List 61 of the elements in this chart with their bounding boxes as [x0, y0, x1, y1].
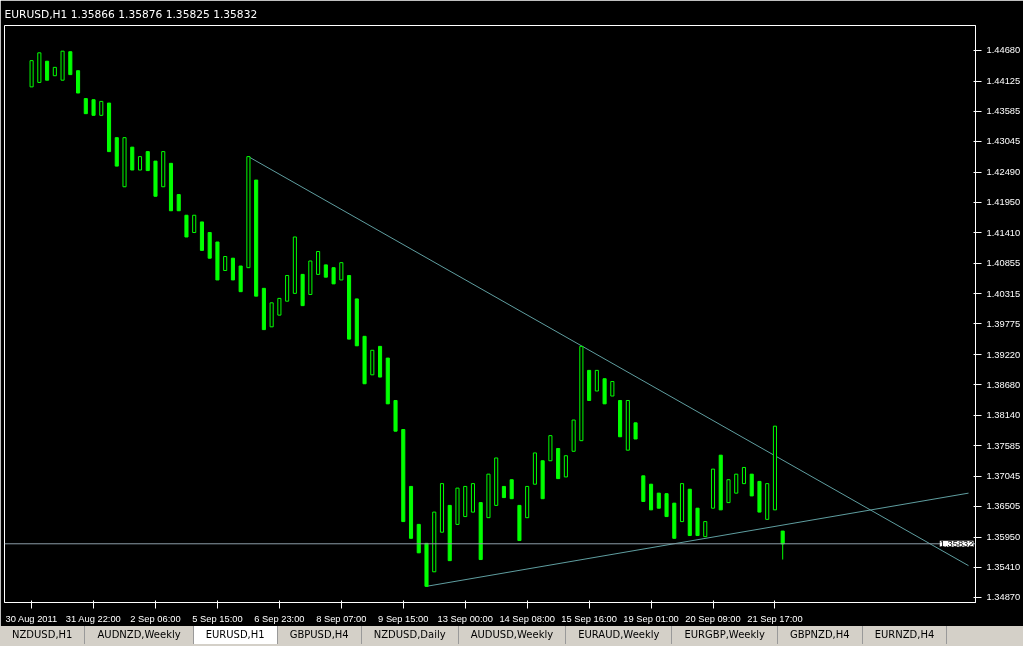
candlestick: [563, 455, 568, 478]
candlestick: [734, 473, 739, 494]
x-tick-label: 8 Sep 07:00: [316, 613, 367, 624]
y-tick-label: 1.37585: [986, 440, 1021, 451]
x-tick-label: 30 Aug 2011: [5, 613, 58, 624]
x-tick-label: 13 Sep 00:00: [437, 613, 493, 624]
x-tick-label: 15 Sep 16:00: [561, 613, 617, 624]
candlestick: [780, 530, 785, 561]
y-tick-label: 1.40855: [986, 258, 1021, 269]
candlestick: [145, 151, 150, 172]
text: EURNZD,H4: [862, 626, 948, 645]
y-tick-label: 1.34870: [986, 592, 1021, 603]
y-tick-label: 1.43045: [986, 136, 1021, 147]
candlestick: [130, 146, 135, 171]
chart-title: EURUSD,H1 1.35866 1.35876 1.35825 1.35832: [4, 7, 258, 21]
y-tick-label: 1.38140: [986, 410, 1021, 420]
x-tick-label: 5 Sep 15:00: [192, 613, 243, 624]
text: NZDUSD,Daily: [361, 626, 459, 645]
x-tick-label: 31 Aug 22:00: [65, 613, 121, 624]
y-tick-label: 1.40315: [986, 288, 1021, 299]
candlestick: [594, 369, 599, 392]
candlestick: [68, 51, 73, 76]
y-tick-label: 1.37045: [986, 471, 1021, 482]
text: AUDUSD,Weekly: [458, 626, 567, 645]
text: GBPNZD,H4: [777, 626, 863, 645]
y-tick-label: 1.41410: [986, 227, 1021, 238]
y-tick-label: 1.35410: [986, 562, 1021, 573]
x-tick-label: 14 Sep 08:00: [499, 613, 555, 624]
x-tick-label: 2 Sep 06:00: [130, 613, 181, 624]
ref-line-label: 1.35832: [939, 538, 974, 549]
candlestick: [76, 70, 81, 94]
candlestick: [230, 257, 235, 281]
y-tick-label: 1.39220: [986, 349, 1021, 360]
x-tick-label: 19 Sep 01:00: [623, 613, 679, 624]
candlestick: [664, 493, 669, 518]
candlestick: [316, 251, 321, 275]
y-tick-label: 1.42490: [986, 167, 1021, 178]
x-tick-label: 9 Sep 15:00: [378, 613, 429, 624]
text: GBPUSD,H4: [277, 626, 362, 645]
y-tick-label: 1.38680: [986, 379, 1021, 390]
candlestick: [509, 479, 514, 500]
y-tick-label: 1.39775: [986, 318, 1021, 329]
text: EURAUD,Weekly: [566, 626, 673, 645]
candlestick: [726, 479, 731, 504]
x-tick-label: 20 Sep 09:00: [685, 613, 741, 624]
text: EURUSD,H1: [193, 626, 278, 645]
text: AUDNZD,Weekly: [85, 626, 194, 645]
y-tick-label: 1.35950: [986, 532, 1021, 543]
candlestick: [45, 60, 50, 81]
y-tick-label: 1.36505: [986, 501, 1021, 512]
x-tick-label: 6 Sep 23:00: [254, 613, 305, 624]
y-tick-label: 1.41950: [986, 197, 1021, 208]
candlestick: [749, 473, 754, 497]
candlestick: [184, 214, 189, 238]
text: EURGBP,Weekly: [672, 626, 778, 645]
y-tick-label: 1.43585: [986, 106, 1021, 117]
x-tick-label: 21 Sep 17:00: [747, 613, 803, 624]
text: NZDUSD,H1: [0, 626, 86, 645]
y-tick-label: 1.44125: [986, 76, 1021, 87]
y-tick-label: 1.44680: [986, 45, 1021, 56]
candlestick: [269, 302, 274, 328]
